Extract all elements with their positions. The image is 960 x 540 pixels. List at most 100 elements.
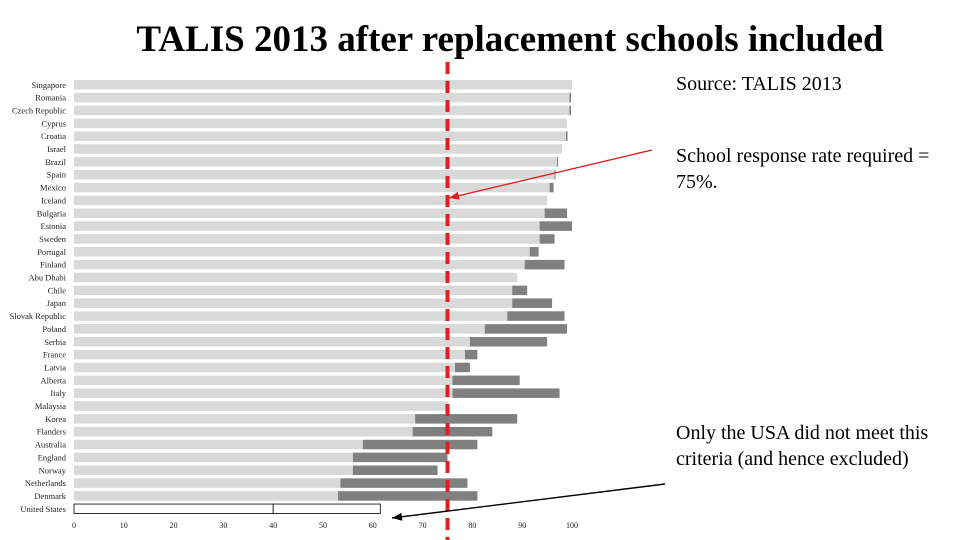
x-tick-label: 0 [72,521,76,530]
bar-after-replacement [529,247,539,257]
source-note: Source: TALIS 2013 [676,73,842,95]
bar-after-replacement [539,221,572,231]
category-label: United States [20,504,66,514]
x-tick-label: 20 [170,521,178,530]
category-label: Latvia [44,362,66,372]
category-label: Malaysia [35,401,66,411]
bar-after-replacement [340,478,468,488]
bar-after-replacement [549,182,554,193]
category-label: Flanders [37,427,66,437]
bar-before-replacement [74,234,540,244]
bar-after-replacement [507,311,565,321]
usa-note: Only the USA did not meet this criteria … [676,422,929,470]
category-label: Alberta [41,375,67,385]
x-tick-label: 50 [319,521,327,530]
bar-before-replacement [74,426,413,437]
category-label: Japan [47,298,67,308]
category-label: Australia [35,440,66,450]
bar-after-replacement [484,324,568,334]
required-rate-note: School response rate required = 75%. [676,145,930,193]
category-label: Israel [47,144,67,154]
bar-after-replacement [452,375,520,386]
bar-after-replacement [524,259,565,270]
bar-before-replacement [74,92,570,103]
bar-after-replacement [352,465,438,475]
category-label: Czech Republic [12,105,66,115]
bar-after-replacement [539,234,555,244]
bar-before-replacement [74,439,363,450]
x-tick-label: 40 [269,521,277,530]
category-label: Brazil [45,157,66,167]
bar-before-replacement [74,478,341,488]
bar-before-replacement [74,80,572,90]
bar-before-replacement [74,285,513,296]
category-label: Serbia [44,337,66,347]
required-rate-arrow-shaft [448,149,653,199]
x-tick-label: 30 [219,521,227,530]
bar-after-replacement [272,503,381,514]
bar-before-replacement [74,208,545,218]
category-label: France [43,350,66,360]
category-label: Mexico [40,183,66,193]
category-label: Norway [39,465,67,475]
x-tick-label: 90 [518,521,526,530]
category-label: Croatia [41,131,66,141]
annotation-arrows [391,149,666,521]
category-label: Chile [48,285,67,295]
bar-after-replacement [557,157,559,167]
bar-before-replacement [74,118,568,129]
bar-after-replacement [337,491,478,501]
x-tick-label: 60 [369,521,377,530]
bar-before-replacement [74,182,550,193]
bar-after-replacement [469,337,548,347]
bar-after-replacement [554,169,556,180]
usa-arrow-shaft [391,483,666,519]
x-tick-label: 70 [419,521,427,530]
bar-after-replacement [362,439,478,450]
bar-before-replacement [74,272,518,283]
bar-before-replacement [74,324,485,334]
usa-arrow-head [392,512,403,521]
category-label: Singapore [32,80,67,90]
bar-before-replacement [74,375,453,386]
bar-after-replacement [464,349,478,360]
bar-after-replacement [352,452,448,463]
category-label: Portugal [37,247,66,257]
category-label: England [38,452,67,462]
x-tick-label: 100 [566,521,578,530]
bar-before-replacement [74,144,563,154]
category-label: Spain [47,170,67,180]
bar-before-replacement [74,388,453,398]
bar-before-replacement [74,362,455,373]
bar-before-replacement [74,465,353,475]
x-tick-label: 10 [120,521,128,530]
category-label: Finland [40,260,67,270]
bars [73,80,572,514]
bar-after-replacement [412,426,493,437]
bar-before-replacement [73,503,274,514]
bar-before-replacement [74,131,567,141]
bar-before-replacement [74,169,555,180]
bar-before-replacement [74,298,513,308]
category-label: Cyprus [41,118,66,128]
bar-before-replacement [74,195,548,206]
category-label: Estonia [41,221,67,231]
bar-before-replacement [74,259,525,270]
bar-after-replacement [569,92,572,103]
bar-after-replacement [512,285,528,296]
category-labels: Singapore Romania Czech Republic Cyprus Croa… [10,80,67,514]
bar-before-replacement [74,414,416,424]
bar-before-replacement [74,311,508,321]
bar-before-replacement [74,349,465,360]
category-label: Slovak Republic [10,311,67,321]
bar-before-replacement [74,157,558,167]
bar-after-replacement [512,298,553,308]
category-label: Bulgaria [37,208,66,218]
bar-after-replacement [452,388,560,398]
bar-after-replacement [415,414,518,424]
category-label: Iceland [41,195,67,205]
category-label: Poland [42,324,66,334]
bar-after-replacement [566,131,568,141]
required-rate-arrow-head [449,191,460,200]
